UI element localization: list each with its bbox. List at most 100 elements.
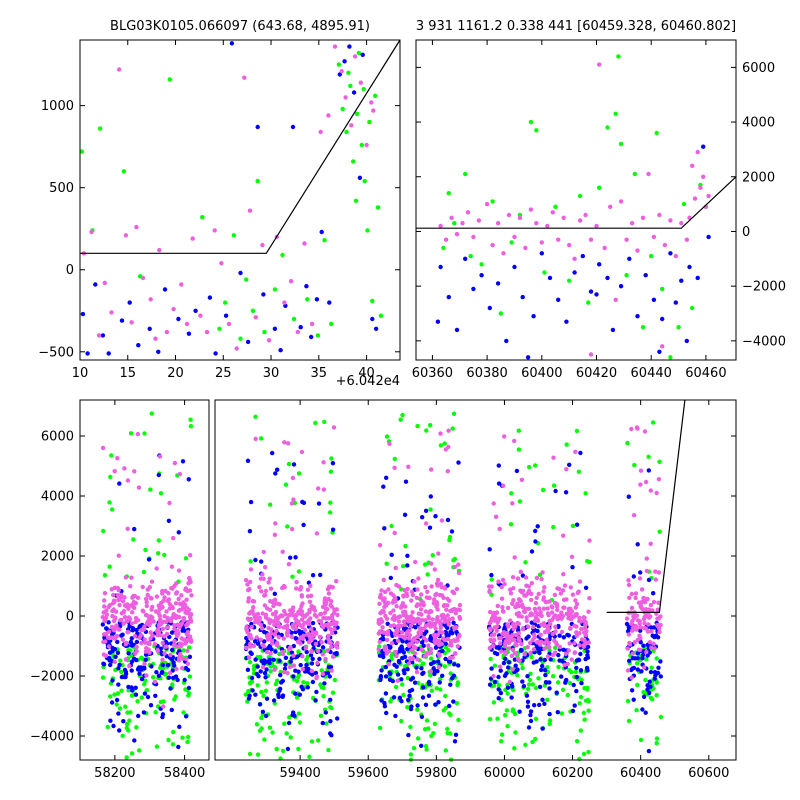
panel-b-lightcurve-season: 3 931 1161.2 0.338 441 [60459.328, 60460… <box>412 19 786 381</box>
data-point-panel-c-s0 <box>456 717 461 723</box>
data-point-panel-c-s1 <box>543 672 548 678</box>
data-point-panel-c-s1 <box>278 672 283 678</box>
data-point-panel-c-s1 <box>177 724 182 729</box>
data-point-panel-c-s2 <box>492 637 497 643</box>
data-point-panel-c-s0 <box>109 453 114 458</box>
panel_a-x-tick-label: 40 <box>358 366 375 381</box>
data-point-panel-c-s2 <box>136 485 142 490</box>
panel_a-x-tick-label: 25 <box>215 366 232 381</box>
data-point-panel_a-s2-26 <box>253 315 258 320</box>
data-point-panel-c-s1 <box>159 670 165 675</box>
data-point-panel-c-s1 <box>537 684 543 690</box>
panel_b-y-tick-label: 4000 <box>742 116 775 131</box>
data-point-panel-c-s2 <box>179 593 184 598</box>
data-point-panel_b-s1-34 <box>706 234 711 240</box>
data-point-panel-c-s1 <box>186 685 192 691</box>
data-point-panel-c-s2 <box>300 667 305 672</box>
data-point-panel-c-s1 <box>451 620 456 625</box>
data-point-panel-c-s2 <box>550 652 556 658</box>
data-point-panel-c-s2 <box>162 651 167 656</box>
data-point-panel-c-s2 <box>320 671 326 677</box>
data-point-panel-c-s2 <box>402 622 407 628</box>
panel-a-title: BLG03K0105.066097 (643.68, 4895.91) <box>110 19 370 34</box>
data-point-panel-c-s1 <box>293 691 298 696</box>
data-point-panel-c-s1 <box>310 672 315 677</box>
data-point-panel-c-s2 <box>134 644 139 650</box>
data-point-panel-c-s0 <box>183 556 189 561</box>
data-point-panel-c-s2 <box>635 426 640 431</box>
data-point-panel-c-s1 <box>291 462 297 467</box>
data-point-panel-c-s0 <box>156 538 161 543</box>
data-point-panel_b-s0-15 <box>577 193 583 199</box>
data-point-panel_a-s0-31 <box>365 228 370 233</box>
data-point-panel_b-s0-30 <box>681 201 687 207</box>
data-point-panel-c-s2 <box>393 565 398 571</box>
data-point-panel-c-s2 <box>287 664 293 670</box>
data-point-panel_b-s0-6 <box>490 199 495 204</box>
data-point-panel-c-s2 <box>291 605 296 610</box>
data-point-panel-c-s1 <box>300 687 306 692</box>
data-point-panel-c-s1 <box>399 677 404 682</box>
data-point-panel-c-s2 <box>569 554 575 559</box>
data-point-panel-c-s0 <box>392 456 397 462</box>
data-point-panel-c-s2 <box>445 636 450 642</box>
data-point-panel-c-s0 <box>533 685 539 691</box>
data-point-panel-c-s0 <box>188 424 194 429</box>
data-point-panel-c-s2 <box>647 640 653 645</box>
panel_b-y-tick-label: 0 <box>742 225 750 240</box>
data-point-panel-c-s1 <box>517 709 522 714</box>
data-point-panel-c-s0 <box>107 500 112 505</box>
data-point-panel-c-s2 <box>428 608 433 614</box>
data-point-panel-c-s2 <box>629 621 634 627</box>
data-point-panel-c-s2 <box>413 645 418 650</box>
data-point-panel-c-s2 <box>493 514 499 519</box>
data-point-panel-c-s2 <box>512 438 517 444</box>
data-point-panel-c-s2 <box>410 620 416 625</box>
data-point-panel-c-s2 <box>309 668 314 674</box>
data-point-panel_b-s2-8 <box>484 201 490 207</box>
data-point-panel-c-s0 <box>186 693 191 698</box>
data-point-panel_b-s2-9 <box>490 242 495 248</box>
data-point-panel_b-s1-37 <box>594 292 599 297</box>
data-point-panel-c-s1 <box>428 494 433 499</box>
data-point-panel-c-s0 <box>635 682 640 688</box>
data-point-panel-c-s2 <box>249 624 254 630</box>
data-point-panel-c-s1 <box>107 658 112 663</box>
panel-c-model <box>606 399 686 613</box>
panel-c-x-axis: 58200 58400 59400 59600 59800 60000 60200 60400… <box>94 400 729 781</box>
data-point-panel-c-s0 <box>646 454 651 459</box>
data-point-panel-c-s0 <box>142 682 147 687</box>
data-point-panel_a-s1-11 <box>176 316 181 322</box>
data-point-panel_b-s1-12 <box>539 251 544 256</box>
data-point-panel-c-s2 <box>175 633 180 638</box>
data-point-panel-c-s0 <box>426 726 431 731</box>
data-point-panel-c-s0 <box>137 748 142 753</box>
data-point-panel-c-s2 <box>334 620 339 625</box>
data-point-panel-c-s2 <box>186 634 192 639</box>
data-point-panel-c-s2 <box>301 633 306 638</box>
data-point-panel-c-s0 <box>124 725 129 731</box>
data-point-panel-c-s0 <box>638 737 644 743</box>
data-point-panel-c-s2 <box>140 584 145 590</box>
data-point-panel-c-s1 <box>538 657 543 662</box>
data-point-panel-c-s0 <box>389 653 394 659</box>
data-point-panel-c-s2 <box>656 600 661 605</box>
data-point-panel-c-s2 <box>274 628 279 634</box>
data-point-panel-c-s2 <box>172 583 177 589</box>
data-point-panel-c-s0 <box>583 491 588 496</box>
data-point-panel_b-s1-28 <box>668 251 673 256</box>
data-point-panel-c-s1 <box>128 639 134 645</box>
data-point-panel_b-s0-29 <box>676 325 681 330</box>
data-point-panel-c-s0 <box>296 746 301 752</box>
data-point-panel-c-s0 <box>430 553 435 558</box>
data-point-panel-c-s1 <box>631 697 636 702</box>
data-point-panel-c-s2 <box>121 621 126 626</box>
data-point-panel-c-s1 <box>117 728 122 733</box>
data-point-panel-c-s1 <box>313 698 318 703</box>
data-point-panel-c-s2 <box>426 616 431 621</box>
data-point-panel-c-s0 <box>143 678 148 683</box>
data-point-panel-c-s2 <box>388 623 393 629</box>
data-point-panel-c-s1 <box>310 620 316 626</box>
data-point-panel-c-s2 <box>178 651 183 657</box>
data-point-panel-c-s0 <box>126 688 131 693</box>
